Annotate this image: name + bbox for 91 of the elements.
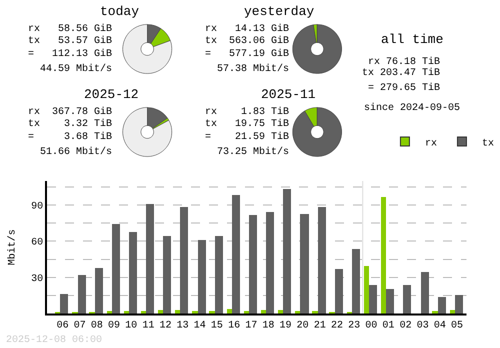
bar <box>175 310 180 314</box>
bar <box>215 236 224 314</box>
x-tick-label: 11 <box>142 320 154 332</box>
bar <box>95 268 104 314</box>
chart-title: today <box>100 4 140 19</box>
bar <box>438 297 446 314</box>
x-tick-label: 18 <box>262 320 274 332</box>
bar <box>300 214 310 314</box>
x-tick-label: 10 <box>125 320 138 332</box>
x-tick-label: 22 <box>330 320 343 332</box>
x-tick-label: 15 <box>210 320 223 332</box>
text: 44.59 Mbit/s <box>40 63 112 75</box>
x-tick-label: 05 <box>451 320 464 332</box>
text: = 3.68 TiB <box>28 131 112 143</box>
text: rx 1.83 TiB <box>205 106 290 118</box>
text: 57.38 Mbit/s <box>217 63 290 75</box>
x-tick-label: 04 <box>434 320 446 332</box>
legend-label: rx <box>424 138 437 150</box>
text: rx 76.18 TiB <box>368 56 440 68</box>
text: rx 58.56 GiB <box>28 23 112 35</box>
bar <box>364 266 370 314</box>
bar <box>386 289 394 314</box>
text: tx 3.32 TiB <box>28 118 112 130</box>
chart-title: yesterday <box>244 4 314 19</box>
bar <box>421 272 430 314</box>
text: tx 563.06 GiB <box>205 35 290 47</box>
text: tx 19.75 TiB <box>205 118 290 130</box>
bar <box>283 189 292 314</box>
bar <box>381 197 386 314</box>
x-tick-label: 23 <box>348 320 360 332</box>
donut-slice <box>122 24 172 74</box>
y-tick-label: 60 <box>31 238 44 249</box>
x-tick-label: 02 <box>400 320 412 332</box>
x-tick-label: 16 <box>228 320 240 332</box>
x-tick-label: 12 <box>159 320 172 332</box>
x-tick-label: 21 <box>314 320 326 332</box>
bar <box>455 295 464 314</box>
bar <box>261 310 266 314</box>
bar <box>227 309 232 314</box>
text: = 21.59 TiB <box>205 131 290 143</box>
text: 51.66 Mbit/s <box>40 146 112 158</box>
bar <box>369 285 378 314</box>
bar <box>450 310 456 314</box>
bar <box>266 212 274 314</box>
bar <box>232 195 240 314</box>
x-tick-label: 07 <box>74 320 86 332</box>
bar <box>318 207 326 314</box>
x-tick-label: 20 <box>296 320 309 332</box>
donut-slice <box>292 107 342 157</box>
bar <box>129 232 138 314</box>
x-tick-label: 09 <box>108 320 120 332</box>
bar <box>180 207 188 314</box>
bar <box>163 236 172 314</box>
y-tick-label: 30 <box>31 274 44 285</box>
bar <box>158 310 164 314</box>
text: 73.25 Mbit/s <box>217 146 290 158</box>
x-tick-label: 14 <box>194 320 206 332</box>
bar <box>278 310 284 314</box>
y-tick-label: 90 <box>31 202 44 213</box>
donut-slice <box>122 107 172 157</box>
text: tx 203.47 TiB <box>362 67 440 79</box>
bar <box>352 249 360 314</box>
x-tick-label: 06 <box>56 320 69 332</box>
x-tick-label: 17 <box>245 320 258 332</box>
bar <box>60 294 68 314</box>
bar <box>112 224 120 314</box>
text: = 279.65 TiB <box>368 82 440 94</box>
text: = 112.13 GiB <box>28 48 112 60</box>
x-tick-label: 01 <box>382 320 394 332</box>
y-axis-title: Mbit/s <box>6 229 19 266</box>
text: rx 14.13 GiB <box>205 23 290 35</box>
chart-title: 2025-12 <box>84 87 139 102</box>
text: tx 53.57 GiB <box>28 35 112 47</box>
x-tick-label: 00 <box>365 320 378 332</box>
bar <box>198 240 206 314</box>
bar <box>78 275 86 314</box>
donut-slice <box>292 24 342 74</box>
legend-label: tx <box>482 138 494 150</box>
text: = 577.19 GiB <box>205 48 290 60</box>
text: since 2024-09-05 <box>364 102 460 114</box>
text: all time <box>381 32 444 47</box>
x-tick-label: 19 <box>280 320 292 332</box>
x-tick-label: 13 <box>176 320 189 332</box>
bar <box>249 215 258 314</box>
x-tick-label: 08 <box>90 320 103 332</box>
bar <box>403 285 412 314</box>
bar <box>335 269 344 314</box>
chart-title: 2025-11 <box>261 87 316 102</box>
text: rx 367.78 GiB <box>28 106 112 118</box>
bar <box>146 204 154 314</box>
x-tick-label: 03 <box>416 320 429 332</box>
